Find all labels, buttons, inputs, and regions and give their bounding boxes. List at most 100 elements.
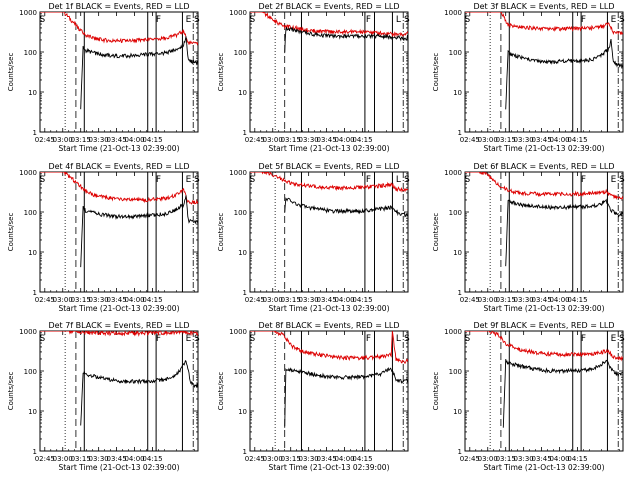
y-tick-label: 100 [449, 49, 462, 57]
x-tick-label: 03:30 [514, 455, 534, 463]
events-series-line [80, 359, 198, 426]
y-axis-label: Counts/sec [432, 372, 440, 411]
y-tick-label: 100 [234, 368, 247, 376]
marker-letter: E [186, 15, 192, 25]
y-axis-label: Counts/sec [217, 213, 225, 252]
x-tick-label: 03:45 [317, 296, 337, 304]
x-tick-label: 03:45 [107, 455, 127, 463]
y-tick-label: 1000 [19, 328, 37, 336]
x-tick-label: 03:45 [532, 296, 552, 304]
plot-frame [464, 11, 624, 133]
x-tick-label: 04:15 [567, 455, 587, 463]
lld-series-line [250, 172, 408, 193]
plot-frame [39, 330, 199, 452]
y-tick-label: 1000 [229, 328, 247, 336]
x-axis-label: Start Time (21-Oct-13 02:39:00) [58, 463, 179, 472]
events-series-line [502, 359, 623, 428]
y-tick-label: 100 [234, 49, 247, 57]
y-tick-label: 10 [238, 408, 247, 416]
x-tick-label: 03:30 [299, 455, 319, 463]
marker-letter: S [194, 175, 200, 185]
y-tick-label: 10 [238, 89, 247, 97]
y-tick-label: 1000 [444, 9, 462, 17]
x-tick-label: 03:00 [53, 136, 73, 144]
y-tick-label: 10 [453, 408, 462, 416]
x-tick-label: 03:45 [532, 455, 552, 463]
marker-letter: S [194, 15, 200, 25]
x-tick-label: 02:45 [460, 136, 480, 144]
x-axis-label: Start Time (21-Oct-13 02:39:00) [483, 463, 604, 472]
y-axis-label: Counts/sec [432, 213, 440, 252]
plot-frame [249, 11, 409, 133]
marker-letter: S [404, 15, 410, 25]
x-tick-label: 03:00 [263, 296, 283, 304]
x-axis-label: Start Time (21-Oct-13 02:39:00) [58, 144, 179, 153]
chart-title: Det 4f BLACK = Events, RED = LLD [48, 162, 189, 171]
plot-frame [39, 11, 199, 133]
x-tick-label: 03:30 [89, 296, 109, 304]
marker-letter: S [250, 334, 256, 344]
marker-letter: S [619, 175, 625, 185]
x-tick-label: 03:30 [514, 296, 534, 304]
x-tick-label: 04:15 [567, 136, 587, 144]
events-series-line [284, 26, 408, 54]
x-tick-label: 02:45 [460, 455, 480, 463]
y-tick-label: 1 [458, 448, 462, 456]
x-tick-label: 02:45 [35, 296, 55, 304]
y-tick-label: 10 [238, 249, 247, 257]
detector-panel: Det 9f BLACK = Events, RED = LLD 1 10 100 10… [432, 321, 625, 472]
x-tick-label: 04:15 [142, 136, 162, 144]
y-tick-label: 1 [243, 289, 247, 297]
y-axis-label: Counts/sec [7, 53, 15, 92]
lld-series-line [40, 12, 198, 46]
x-tick-label: 02:45 [245, 136, 265, 144]
y-tick-label: 1 [33, 129, 37, 137]
chart-title: Det 8f BLACK = Events, RED = LLD [258, 321, 399, 330]
events-series-line [80, 195, 198, 268]
chart-title: Det 1f BLACK = Events, RED = LLD [48, 2, 189, 11]
x-tick-label: 03:00 [53, 296, 73, 304]
marker-letter: S [404, 334, 410, 344]
y-tick-label: 1000 [19, 169, 37, 177]
y-tick-label: 100 [449, 209, 462, 217]
marker-letter: F [366, 175, 371, 185]
x-tick-label: 03:45 [107, 136, 127, 144]
y-tick-label: 10 [453, 249, 462, 257]
x-tick-label: 03:30 [89, 136, 109, 144]
marker-letter: E [186, 334, 192, 344]
marker-letter: S [465, 175, 471, 185]
x-tick-label: 03:45 [317, 455, 337, 463]
plot-frame [39, 171, 199, 293]
marker-letter: S [194, 334, 200, 344]
detector-panel: Det 2f BLACK = Events, RED = LLD 1 10 100 10… [217, 2, 410, 153]
x-tick-label: 03:15 [281, 296, 301, 304]
x-axis-label: Start Time (21-Oct-13 02:39:00) [58, 304, 179, 313]
x-axis-label: Start Time (21-Oct-13 02:39:00) [268, 144, 389, 153]
x-tick-label: 04:00 [549, 455, 569, 463]
x-axis-label: Start Time (21-Oct-13 02:39:00) [483, 304, 604, 313]
chart-title: Det 7f BLACK = Events, RED = LLD [48, 321, 189, 330]
y-tick-label: 100 [24, 209, 37, 217]
x-tick-label: 04:00 [334, 296, 354, 304]
lld-series-line [40, 331, 198, 337]
plot-frame [464, 171, 624, 293]
plot-frame [249, 330, 409, 452]
detector-panel: Det 7f BLACK = Events, RED = LLD 1 10 100 10… [7, 321, 200, 472]
detector-panel: Det 3f BLACK = Events, RED = LLD 1 10 100 10… [432, 2, 625, 153]
marker-letter: S [40, 175, 46, 185]
x-tick-label: 04:15 [142, 296, 162, 304]
x-tick-label: 03:30 [89, 455, 109, 463]
x-tick-label: 03:45 [532, 136, 552, 144]
y-tick-label: 1 [33, 289, 37, 297]
y-tick-label: 1 [458, 289, 462, 297]
x-tick-label: 03:00 [53, 455, 73, 463]
lld-series-line [250, 12, 408, 38]
y-axis-label: Counts/sec [217, 372, 225, 411]
x-tick-label: 04:15 [142, 455, 162, 463]
plot-frame [249, 171, 409, 293]
marker-letter: S [40, 334, 46, 344]
detector-panel: Det 1f BLACK = Events, RED = LLD 1 10 100 10… [7, 2, 200, 153]
marker-letter: F [581, 175, 586, 185]
marker-letter: F [156, 15, 161, 25]
chart-title: Det 9f BLACK = Events, RED = LLD [473, 321, 614, 330]
